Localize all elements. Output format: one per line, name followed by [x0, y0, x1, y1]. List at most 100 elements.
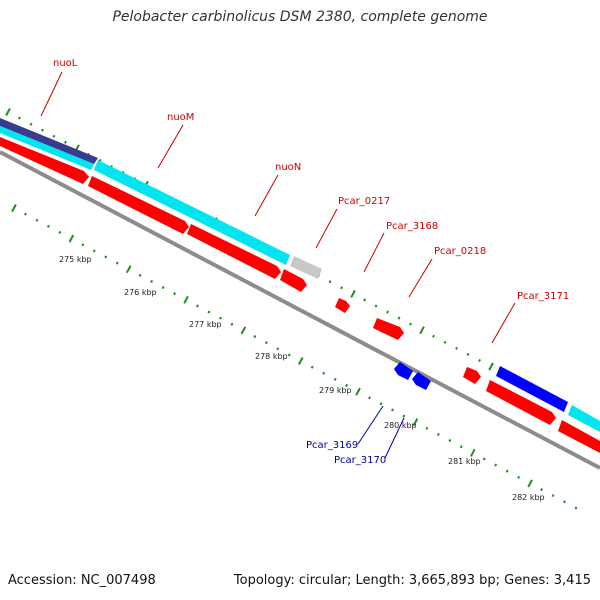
accession-text: Accession: NC_007498: [8, 573, 156, 588]
lower-scale-tick: [58, 230, 62, 234]
upper-scale-tick: [443, 340, 447, 344]
feature-bar-pcar3171[interactable]: [496, 366, 568, 412]
lower-scale-tick: [287, 353, 291, 357]
lower-scale-tick: [391, 408, 394, 412]
lower-scale-tick: [505, 469, 509, 473]
cds-pcar3169[interactable]: [394, 362, 413, 380]
upper-scale-tick: [328, 280, 332, 284]
lower-scale-tick: [35, 218, 39, 222]
lower-scale-tick: [563, 500, 566, 504]
cds-pcar0217[interactable]: [280, 269, 307, 292]
feature-bar-nuom-nuon[interactable]: [94, 160, 290, 265]
cds-right[interactable]: [558, 420, 600, 453]
lower-scale-tick: [150, 279, 154, 283]
leader-pcar3171: [491, 302, 516, 344]
upper-scale-tick: [478, 358, 481, 363]
lower-scale-tick: [92, 249, 96, 253]
lower-scale-tick: [482, 457, 486, 461]
leader-pcar3168: [363, 232, 385, 273]
lower-scale-tick: [402, 414, 406, 418]
upper-scale-tick: [340, 286, 343, 290]
cds-nuom[interactable]: [88, 176, 189, 234]
scale-label-275: 275 kbp: [59, 255, 92, 264]
lower-scale-tick: [46, 224, 50, 228]
upper-scale-tick: [409, 322, 412, 326]
lower-scale-tick: [173, 292, 176, 296]
lower-scale-tick: [436, 432, 440, 436]
map-title: Pelobacter carbinolicus DSM 2380, comple…: [112, 9, 488, 25]
gene-label-nuol[interactable]: nuoL: [53, 58, 78, 69]
lower-scale-tick: [412, 418, 419, 427]
upper-scale-tick: [363, 298, 366, 302]
cds-pcar0218[interactable]: [373, 318, 404, 340]
scale-label-278: 278 kbp: [255, 352, 288, 361]
leader-pcar3169: [357, 405, 384, 445]
gene-label-nuom[interactable]: nuoM: [167, 112, 194, 123]
upper-scale-tick: [52, 134, 56, 138]
scale-label-276: 276 kbp: [124, 288, 157, 297]
lower-scale-tick: [115, 261, 119, 265]
lower-scale-tick: [264, 341, 268, 345]
gene-label-pcar0217[interactable]: Pcar_0217: [338, 196, 390, 207]
lower-scale-tick: [345, 383, 349, 388]
lower-scale-tick: [540, 488, 543, 492]
upper-scale-tick: [488, 362, 494, 371]
gene-label-pcar0218[interactable]: Pcar_0218: [434, 246, 486, 257]
leader-nuom: [157, 124, 184, 169]
lower-scale-tick: [459, 445, 463, 449]
lower-scale-tick: [183, 295, 189, 304]
lower-scale-tick: [81, 243, 85, 247]
gene-label-nuon[interactable]: nuoN: [275, 162, 301, 173]
lower-scale-tick: [219, 316, 222, 320]
upper-scale-tick: [374, 304, 378, 308]
lower-scale-tick: [253, 335, 257, 339]
lower-scale-tick: [470, 448, 476, 457]
gene-label-pcar3169[interactable]: Pcar_3169: [306, 440, 358, 451]
scale-label-281: 281 kbp: [448, 457, 481, 466]
lower-scale-tick: [448, 439, 452, 443]
scale-label-282: 282 kbp: [512, 493, 545, 502]
lower-scale-tick: [551, 494, 555, 498]
leader-nuol: [40, 71, 63, 117]
gene-label-pcar3168[interactable]: Pcar_3168: [386, 221, 438, 232]
upper-scale-tick: [5, 108, 11, 116]
cds-pcar3170[interactable]: [412, 372, 431, 390]
gene-label-pcar3170[interactable]: Pcar_3170: [334, 455, 386, 466]
lower-scale-tick: [322, 371, 326, 375]
cds-pcar3171-b[interactable]: [486, 380, 556, 425]
lower-scale-tick: [207, 310, 211, 314]
upper-scale-tick: [397, 316, 401, 320]
lower-scale-tick: [138, 273, 142, 277]
lower-scale-tick: [161, 286, 165, 290]
cds-pcar3171-a[interactable]: [463, 367, 481, 384]
upper-scale-tick: [18, 116, 21, 120]
lower-scale-tick: [276, 347, 280, 351]
feature-bar-cyan-right[interactable]: [568, 405, 600, 432]
lower-scale-tick: [517, 475, 521, 479]
lower-scale-tick: [230, 322, 234, 326]
cds-nuol[interactable]: [0, 137, 89, 184]
lower-scale-tick: [297, 357, 304, 365]
lower-scale-tick: [425, 426, 429, 430]
leader-pcar0217: [315, 208, 338, 249]
upper-scale-tick: [466, 352, 470, 356]
cds-pcar3168[interactable]: [335, 298, 350, 313]
lower-scale-tick: [527, 479, 533, 488]
lower-scale-tick: [310, 365, 314, 369]
feature-bar-cyan-left[interactable]: [0, 126, 94, 170]
gene-label-pcar3171[interactable]: Pcar_3171: [517, 291, 569, 302]
topology-text: Topology: circular; Length: 3,665,893 bp…: [233, 573, 591, 588]
scale-label-280: 280 kbp: [384, 421, 417, 430]
lower-scale-tick: [11, 204, 17, 212]
feature-bar-nuol[interactable]: [0, 118, 98, 164]
feature-bar-pcar0217[interactable]: [290, 256, 322, 279]
lower-scale-tick: [68, 234, 75, 243]
lower-scale-tick: [125, 265, 132, 274]
upper-scale-tick: [386, 310, 389, 314]
leader-nuon: [254, 174, 279, 217]
cds-nuon[interactable]: [187, 224, 281, 279]
lower-scale-tick: [104, 255, 108, 259]
upper-scale-tick: [419, 326, 425, 335]
